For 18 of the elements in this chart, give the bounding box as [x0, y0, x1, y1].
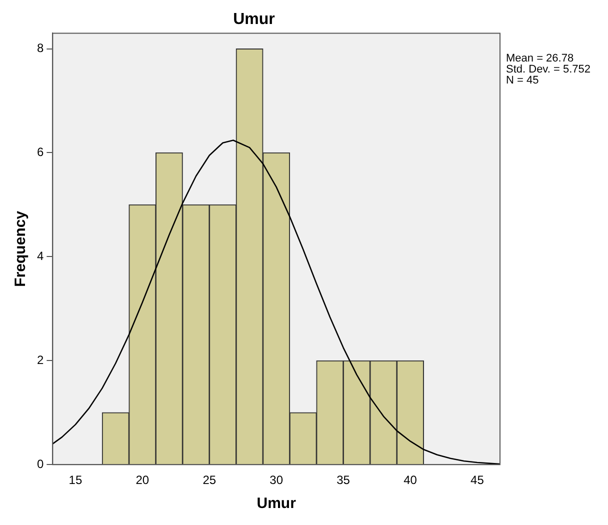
- x-tick-label: 40: [404, 473, 418, 488]
- y-tick-label: 6: [36, 145, 44, 160]
- text: Mean = 26.78: [506, 52, 574, 65]
- x-tick-label: 25: [202, 473, 216, 488]
- x-tick-label: 20: [136, 473, 150, 488]
- x-tick-label: 45: [470, 473, 484, 488]
- y-axis-title: Frequency: [12, 210, 30, 287]
- y-tick-label: 0: [36, 456, 44, 471]
- y-tick-label: 2: [36, 352, 44, 367]
- x-tick-label: 35: [336, 473, 350, 488]
- chart-title: Umur: [233, 11, 275, 28]
- text: N = 45: [506, 74, 539, 87]
- y-tick-label: 8: [36, 41, 44, 56]
- x-tick-label: 15: [68, 473, 82, 488]
- text: Std. Dev. = 5.752: [506, 64, 590, 76]
- x-tick-label: 30: [270, 473, 284, 488]
- y-tick-label: 4: [36, 249, 44, 264]
- x-axis-title: Umur: [256, 495, 296, 512]
